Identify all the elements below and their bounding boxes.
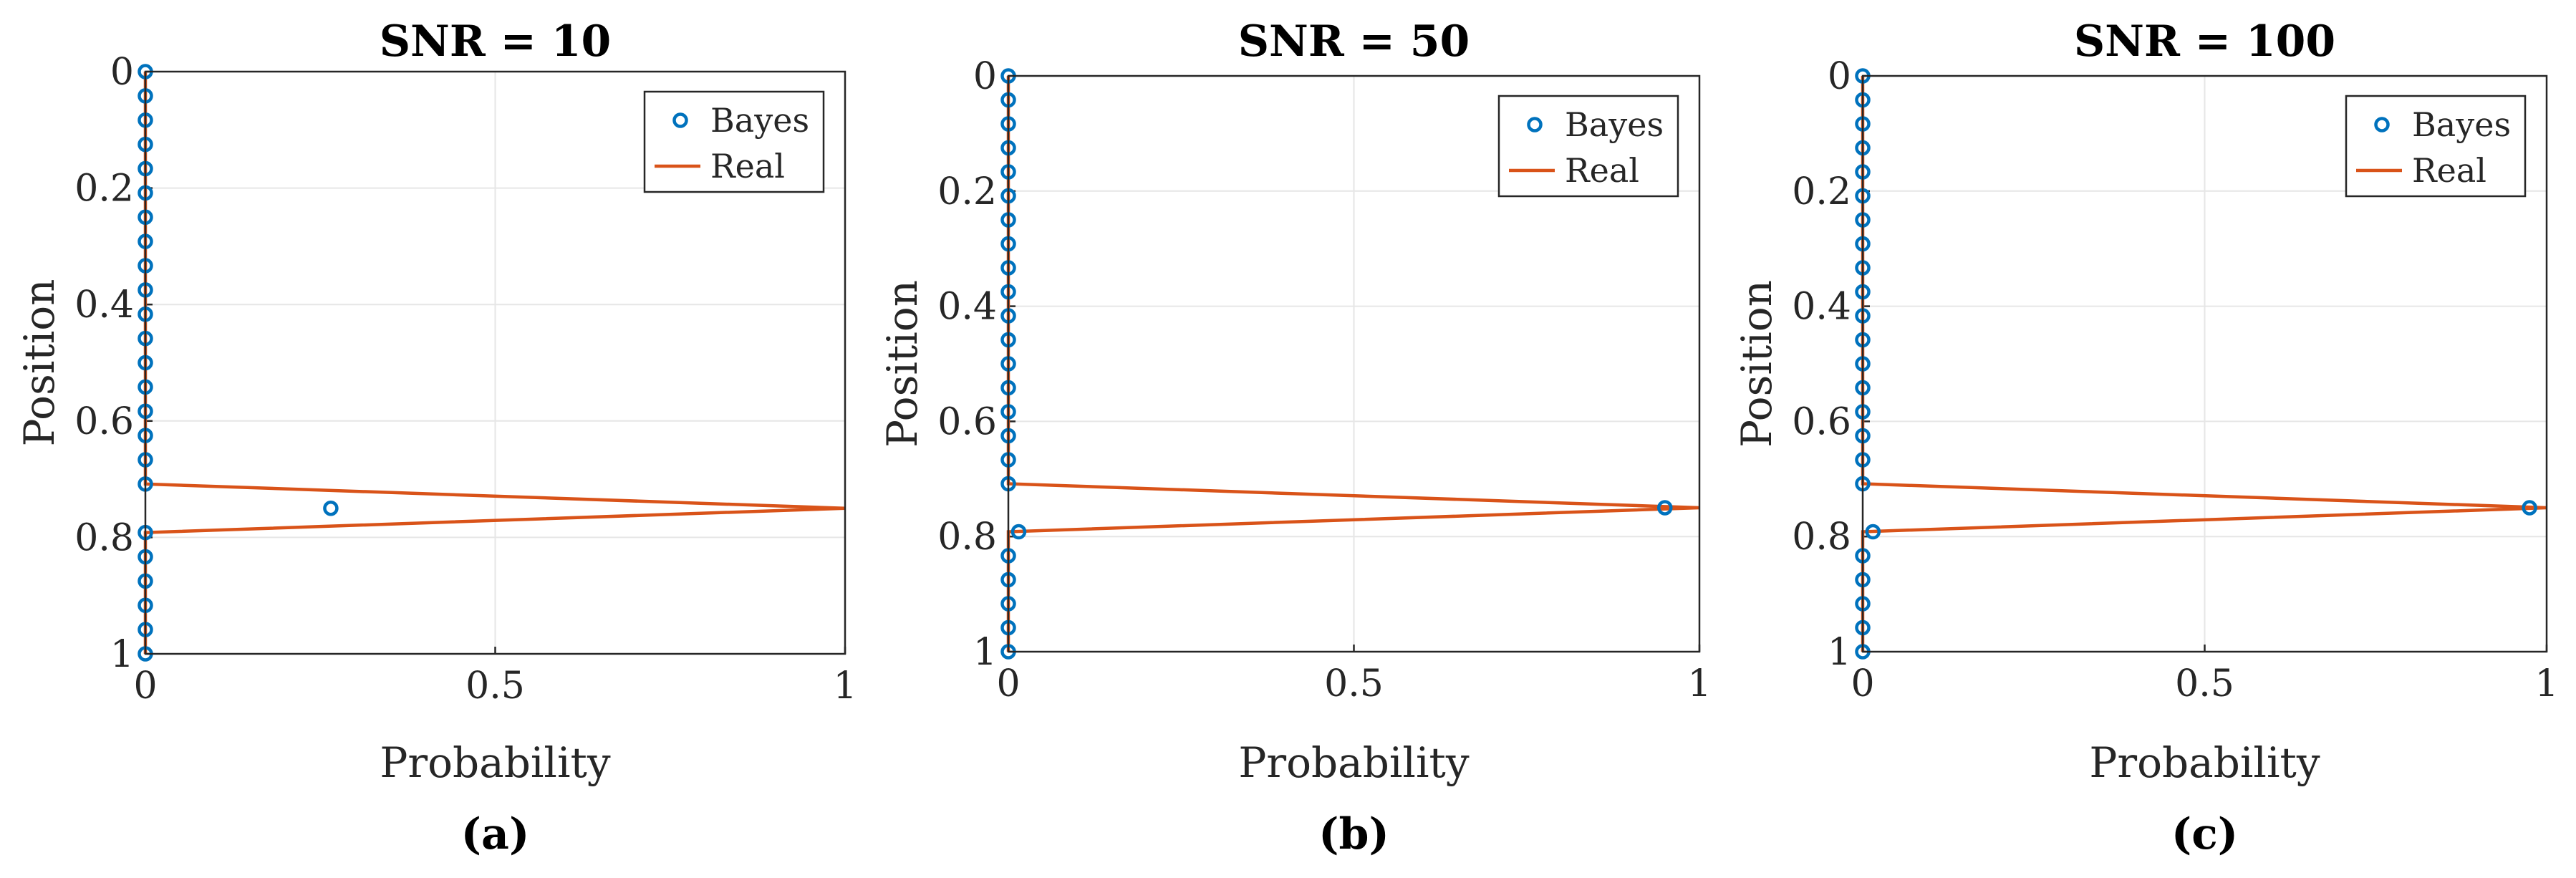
legend-label-bayes: Bayes — [1565, 105, 1664, 144]
axes-frame — [1007, 74, 1701, 653]
panel-caption: (c) — [2171, 809, 2238, 859]
y-tick-label: 0.2 — [74, 168, 134, 211]
x-axis-label: Probability — [1238, 738, 1469, 787]
y-tick-label: 1 — [1828, 631, 1851, 674]
legend-box — [2345, 95, 2527, 198]
y-tick-label: 0.4 — [1792, 286, 1851, 329]
y-tick-label: 0.4 — [937, 286, 997, 329]
legend-label-bayes: Bayes — [2412, 105, 2511, 144]
x-tick-label: 1 — [1687, 662, 1711, 705]
x-axis-label: Probability — [380, 738, 610, 787]
y-tick-label: 1 — [110, 633, 134, 676]
x-axis-label: Probability — [2089, 738, 2320, 787]
axes-frame — [1861, 74, 2548, 653]
legend-marker-bayes — [2374, 117, 2390, 132]
chart-title: SNR = 10 — [380, 16, 612, 67]
x-tick-label: 0.5 — [2175, 662, 2234, 705]
x-tick-label: 0.5 — [465, 665, 525, 708]
legend-label-real: Real — [2412, 151, 2486, 190]
y-tick-label: 0 — [973, 55, 997, 98]
y-tick-label: 0.2 — [937, 170, 997, 213]
legend-label-real: Real — [1565, 151, 1639, 190]
legend: Bayes Real — [2345, 95, 2527, 198]
x-tick-label: 0 — [1851, 662, 1874, 705]
legend-label-real: Real — [710, 147, 785, 185]
data-point-bayes — [323, 501, 339, 516]
legend-label-bayes: Bayes — [710, 101, 809, 140]
y-tick-label: 0.8 — [1792, 516, 1851, 559]
axes-frame — [144, 70, 846, 655]
y-axis-label: Position — [878, 280, 927, 448]
legend-marker-bayes — [672, 112, 688, 128]
y-tick-label: 0 — [110, 51, 134, 94]
x-tick-label: 0 — [133, 665, 157, 708]
y-tick-label: 0.8 — [74, 516, 134, 559]
y-axis-label: Position — [1732, 280, 1781, 448]
y-tick-label: 0.8 — [937, 516, 997, 559]
chart-title: SNR = 100 — [2074, 16, 2335, 67]
panel-caption: (b) — [1318, 809, 1389, 859]
y-tick-label: 0 — [1828, 55, 1851, 98]
panel-caption: (a) — [461, 809, 530, 859]
data-point-bayes — [2522, 500, 2537, 516]
legend: Bayes Real — [643, 90, 825, 193]
y-tick-label: 0.6 — [937, 400, 997, 443]
x-tick-label: 1 — [2534, 662, 2558, 705]
y-tick-label: 0.4 — [74, 284, 134, 327]
y-tick-label: 1 — [973, 631, 997, 674]
y-tick-label: 0.6 — [74, 400, 134, 443]
legend-marker-bayes — [1527, 117, 1543, 132]
legend-box — [643, 90, 825, 193]
y-tick-label: 0.6 — [1792, 400, 1851, 443]
y-tick-label: 0.2 — [1792, 170, 1851, 213]
legend-box — [1497, 95, 1679, 198]
x-tick-label: 1 — [833, 665, 857, 708]
x-tick-label: 0.5 — [1324, 662, 1384, 705]
y-axis-label: Position — [15, 279, 64, 446]
data-point-bayes — [1865, 524, 1881, 540]
chart-title: SNR = 50 — [1238, 16, 1470, 67]
legend: Bayes Real — [1497, 95, 1679, 198]
data-point-bayes — [1657, 500, 1673, 516]
x-tick-label: 0 — [996, 662, 1020, 705]
data-point-bayes — [1010, 524, 1027, 540]
